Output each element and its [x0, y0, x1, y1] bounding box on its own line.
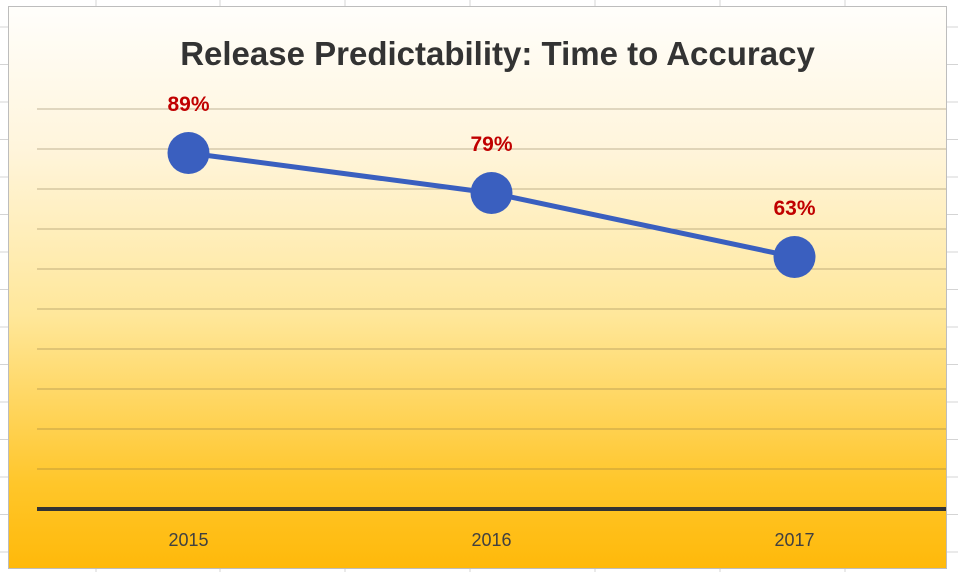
data-label: 79%	[470, 133, 512, 156]
data-point	[470, 172, 513, 214]
chart-area[interactable]: Release Predictability: Time to Accuracy…	[8, 6, 947, 569]
x-tick-label: 2017	[774, 530, 814, 550]
chart-title: Release Predictability: Time to Accuracy	[180, 35, 815, 72]
data-label: 63%	[773, 197, 815, 220]
data-point	[167, 132, 210, 174]
data-label: 89%	[167, 93, 209, 116]
data-point	[773, 236, 816, 278]
line-chart: Release Predictability: Time to Accuracy…	[37, 35, 946, 550]
x-tick-label: 2016	[471, 530, 511, 550]
x-tick-label: 2015	[168, 530, 208, 550]
